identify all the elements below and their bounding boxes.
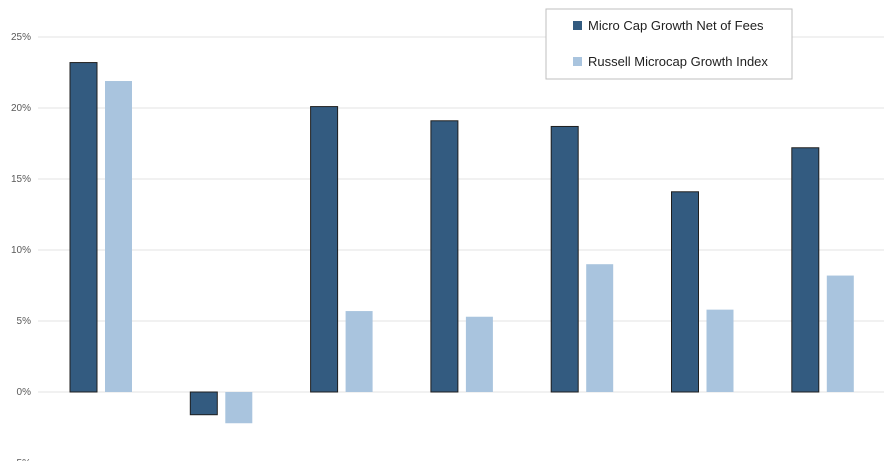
y-tick-label: 5% [17, 316, 32, 327]
bar-series-2-group-6 [706, 309, 734, 392]
bar-series-2-group-1 [105, 81, 132, 393]
bar-series-2-group-5 [586, 264, 614, 392]
bar-series-2-group-4 [465, 316, 493, 392]
bar-series-1-group-5 [550, 125, 579, 393]
legend-swatch-series-2 [573, 57, 582, 66]
bars [69, 62, 854, 424]
y-tick-label: 15% [11, 174, 31, 185]
legend-swatch-series-1 [573, 21, 582, 30]
legend-label-series-1: Micro Cap Growth Net of Fees [588, 18, 764, 33]
y-tick-label: 25% [11, 32, 31, 43]
bar-series-1-group-3 [310, 106, 339, 393]
y-axis-tick-labels: 25% 20% 15% 10% 5% 0% -5% [11, 32, 31, 461]
y-tick-label: 20% [11, 103, 31, 114]
gridlines [38, 36, 884, 393]
bar-series-1-group-6 [671, 191, 699, 393]
bar-series-1-group-4 [430, 120, 459, 393]
bar-series-2-group-7 [826, 275, 854, 392]
legend-label-series-2: Russell Microcap Growth Index [588, 54, 768, 69]
legend: Micro Cap Growth Net of Fees Russell Mic… [545, 8, 793, 80]
y-tick-label: 10% [11, 245, 31, 256]
bar-series-1-group-2 [189, 391, 218, 416]
y-tick-label: 0% [17, 387, 32, 398]
bar-series-1-group-1 [69, 62, 98, 393]
legend-box [545, 8, 793, 80]
bar-series-2-group-3 [345, 311, 373, 392]
bar-series-1-group-7 [791, 147, 820, 393]
y-tick-label: -5% [13, 458, 31, 461]
bar-series-2-group-2 [225, 392, 253, 424]
